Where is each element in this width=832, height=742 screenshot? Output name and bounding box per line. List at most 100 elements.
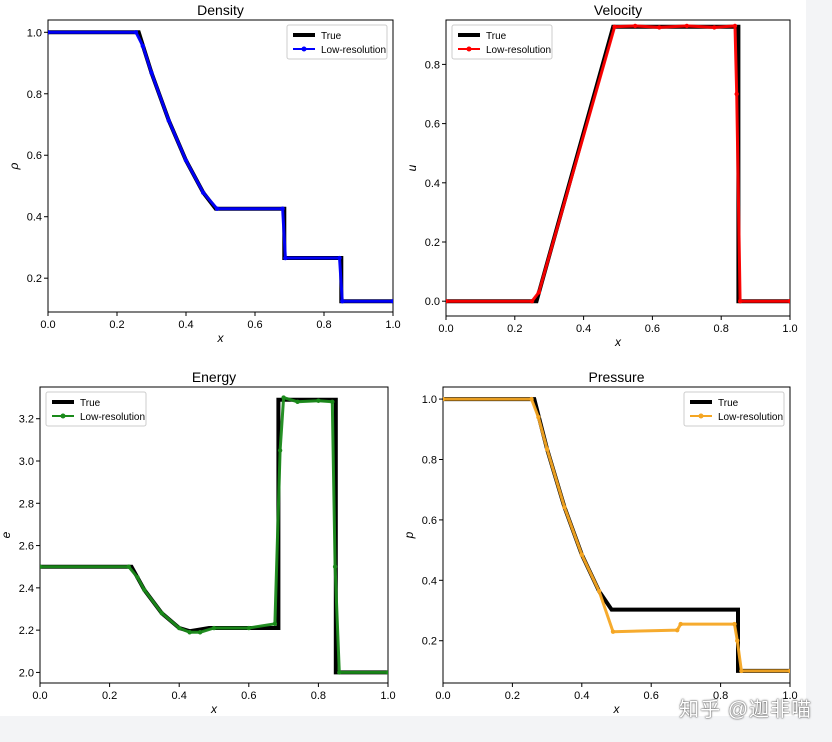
y-tick-label: 3.2 <box>19 414 34 426</box>
y-tick-label: 0.8 <box>422 454 437 466</box>
series-point <box>187 630 192 635</box>
series-point <box>177 625 182 631</box>
plot-frame <box>39 386 389 684</box>
x-tick-label: 0.6 <box>645 323 660 335</box>
series-point <box>283 255 288 261</box>
x-tick-label: 0.6 <box>241 690 256 702</box>
y-axis-label: u <box>405 164 419 171</box>
series-point <box>214 206 220 211</box>
y-tick-label: 0.6 <box>425 119 440 131</box>
chart-title: Pressure <box>588 369 644 385</box>
y-tick-label: 1.0 <box>422 394 437 406</box>
series-point <box>183 158 189 163</box>
y-tick-label: 1.0 <box>27 27 42 39</box>
series-point <box>536 415 541 420</box>
x-tick-label: 0.4 <box>172 690 187 702</box>
legend-label: Low-resolution <box>718 412 783 423</box>
legend: True Low-resolution <box>683 391 785 427</box>
series-point <box>529 396 534 402</box>
y-tick-label: 0.8 <box>27 89 42 101</box>
y-axis-label: e <box>0 531 13 538</box>
x-tick-label: 0.2 <box>505 690 520 702</box>
series-point <box>48 30 51 35</box>
y-tick-label: 2.2 <box>19 625 34 637</box>
series-point <box>737 299 743 304</box>
series-point <box>610 629 616 634</box>
series-point <box>529 299 535 304</box>
series-group <box>48 30 393 304</box>
chart-density: Density 0.0 0.2 0.4 0.6 0.8 1.0 0.2 0.4 0.6 0.8 1.0… <box>7 2 401 345</box>
x-tick-label: 0.4 <box>574 690 589 702</box>
legend-swatch-marker <box>60 413 66 419</box>
x-tick-label: 0.4 <box>178 319 193 331</box>
plot-frame <box>47 19 394 313</box>
legend-swatch-marker <box>301 46 307 52</box>
series-point <box>149 70 154 76</box>
x-tick-label: 1.0 <box>380 690 395 702</box>
y-tick-label: 0.2 <box>27 273 42 285</box>
series-point <box>787 299 790 304</box>
series-point <box>787 668 790 674</box>
y-tick-label: 2.4 <box>19 583 34 595</box>
series-point <box>446 299 449 304</box>
legend-label: True <box>80 398 101 409</box>
series-line-low-resolution <box>443 397 790 673</box>
y-tick-label: 0.4 <box>27 212 42 224</box>
series-point <box>544 447 550 452</box>
series-point <box>596 588 602 594</box>
y-tick-label: 0.4 <box>422 575 437 587</box>
series-point <box>579 552 584 557</box>
legend: True Low-resolution <box>451 24 553 60</box>
series-point <box>657 25 662 30</box>
y-tick-label: 0.8 <box>425 59 440 71</box>
series-point <box>316 398 321 403</box>
x-tick-label: 1.0 <box>782 690 797 702</box>
series-point <box>633 23 638 29</box>
series-group <box>40 395 388 675</box>
x-tick-label: 0.4 <box>576 323 591 335</box>
series-point <box>562 505 567 510</box>
series-point <box>280 206 285 211</box>
y-tick-label: 0.4 <box>425 178 440 190</box>
legend-label: Low-resolution <box>321 45 386 56</box>
x-tick-label: 0.8 <box>311 690 326 702</box>
x-axis-label: x <box>210 702 218 716</box>
series-point <box>211 625 217 631</box>
series-point <box>712 25 717 30</box>
series-point <box>332 564 338 569</box>
x-tick-label: 0.2 <box>109 319 124 331</box>
x-axis-label: x <box>614 335 622 349</box>
plot-frame <box>445 19 791 317</box>
legend-swatch-marker <box>466 46 472 52</box>
series-point <box>734 91 739 97</box>
series-point <box>337 670 342 675</box>
x-tick-label: 1.0 <box>385 319 400 331</box>
series-point <box>201 190 206 195</box>
legend-label: Low-resolution <box>80 412 145 423</box>
series-point <box>443 396 446 402</box>
x-tick-label: 1.0 <box>782 323 797 335</box>
series-point <box>126 564 131 569</box>
chart-title: Density <box>197 2 244 18</box>
y-tick-label: 0.6 <box>422 515 437 527</box>
legend-label: True <box>486 31 507 42</box>
chart-title: Energy <box>192 369 236 385</box>
series-point <box>385 670 388 675</box>
chart-energy: Energy 0.0 0.2 0.4 0.6 0.8 1.0 2.0 2.2 2.4 2.6 2.8 3… <box>0 369 396 716</box>
series-point <box>732 23 738 29</box>
x-tick-label: 0.8 <box>714 323 729 335</box>
y-tick-label: 2.8 <box>19 498 34 510</box>
figure-canvas: Density 0.0 0.2 0.4 0.6 0.8 1.0 0.2 0.4 0.6 0.8 1.0… <box>0 2 798 716</box>
chart-title: Velocity <box>594 2 642 18</box>
series-point <box>272 621 278 626</box>
series-point <box>133 30 139 35</box>
series-point <box>735 638 740 643</box>
series-point <box>40 564 43 569</box>
right-margin-strip <box>806 0 832 742</box>
x-tick-label: 0.2 <box>507 323 522 335</box>
x-tick-label: 0.6 <box>247 319 262 331</box>
legend-label: True <box>718 398 739 409</box>
series-point <box>197 630 203 635</box>
y-tick-label: 2.6 <box>19 541 34 553</box>
y-tick-label: 0.2 <box>425 237 440 249</box>
